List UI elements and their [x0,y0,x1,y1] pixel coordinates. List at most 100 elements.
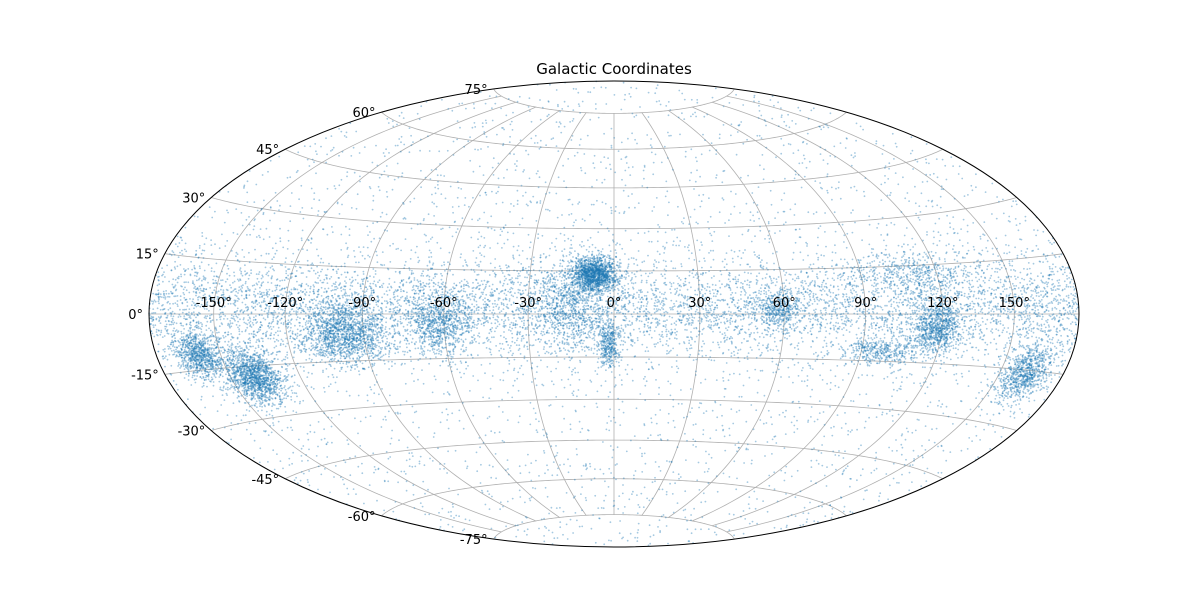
scatter-point [151,300,153,302]
scatter-point [346,176,348,178]
scatter-point [394,179,396,181]
scatter-point [729,513,731,515]
scatter-point [876,416,878,418]
scatter-point [560,263,562,265]
scatter-point [641,297,643,299]
scatter-point [686,318,688,320]
scatter-point [844,412,846,414]
scatter-point [491,327,493,329]
scatter-point [950,359,952,361]
scatter-point [204,407,206,409]
scatter-point [479,166,481,168]
scatter-point [627,364,629,366]
scatter-point [621,379,623,381]
scatter-point [798,401,800,403]
scatter-point [670,383,672,385]
scatter-point [921,455,923,457]
scatter-point [502,202,504,204]
scatter-point [1014,270,1016,272]
scatter-point [572,135,574,137]
scatter-point [824,424,826,426]
scatter-point [512,129,514,131]
scatter-point [200,399,202,401]
scatter-point [941,185,943,187]
scatter-point [519,254,521,256]
scatter-point [406,490,408,492]
scatter-point [469,136,471,138]
scatter-point [206,386,208,388]
scatter-point [439,468,441,470]
scatter-point [550,404,552,406]
scatter-point [625,230,627,232]
scatter-point [541,519,543,521]
scatter-point [701,267,703,269]
scatter-point [524,530,526,532]
scatter-point [553,384,555,386]
scatter-point [516,270,518,272]
scatter-point [668,135,670,137]
scatter-point [528,266,530,268]
scatter-point [264,319,266,321]
scatter-point [819,412,821,414]
scatter-point [392,243,394,245]
scatter-point [550,286,552,288]
scatter-point [332,374,334,376]
scatter-point [780,528,782,530]
scatter-point [490,388,492,390]
scatter-point [185,227,187,229]
scatter-point [559,521,561,523]
scatter-point [637,532,639,534]
scatter-point [664,320,666,322]
scatter-point [840,497,842,499]
scatter-point [558,176,560,178]
scatter-point [231,347,233,349]
scatter-point [521,185,523,187]
scatter-point [759,135,761,137]
scatter-point [883,323,885,325]
scatter-point [601,507,603,509]
scatter-point [844,450,846,452]
scatter-point [573,390,575,392]
scatter-point [617,446,619,448]
scatter-point [788,143,790,145]
scatter-point [1000,279,1002,281]
scatter-point [875,457,877,459]
scatter-point [327,442,329,444]
scatter-point [634,435,636,437]
scatter-point [863,257,865,259]
scatter-point [581,509,583,511]
scatter-point [784,211,786,213]
scatter-point [622,537,624,539]
scatter-point [846,137,848,139]
scatter-point [500,108,502,110]
scatter-point [366,226,368,228]
scatter-point [316,153,318,155]
scatter-point [748,229,750,231]
scatter-point [844,301,846,303]
scatter-point [1052,337,1054,339]
scatter-point [665,331,667,333]
scatter-point [170,315,172,317]
scatter-point [798,375,800,377]
scatter-point [610,168,612,170]
scatter-point [564,248,566,250]
scatter-point [158,299,160,301]
scatter-point [639,320,641,322]
scatter-point [626,349,628,351]
scatter-point [672,493,674,495]
scatter-point [492,292,494,294]
scatter-point [991,183,993,185]
scatter-point [525,465,527,467]
scatter-point [745,449,747,451]
scatter-point [636,494,638,496]
scatter-point [661,307,663,309]
scatter-point [628,195,630,197]
scatter-point [319,301,321,303]
scatter-point [349,228,351,230]
scatter-point [843,457,845,459]
scatter-point [703,258,705,260]
scatter-point [973,262,975,264]
scatter-point [537,233,539,235]
scatter-point [276,200,278,202]
scatter-point [751,349,753,351]
